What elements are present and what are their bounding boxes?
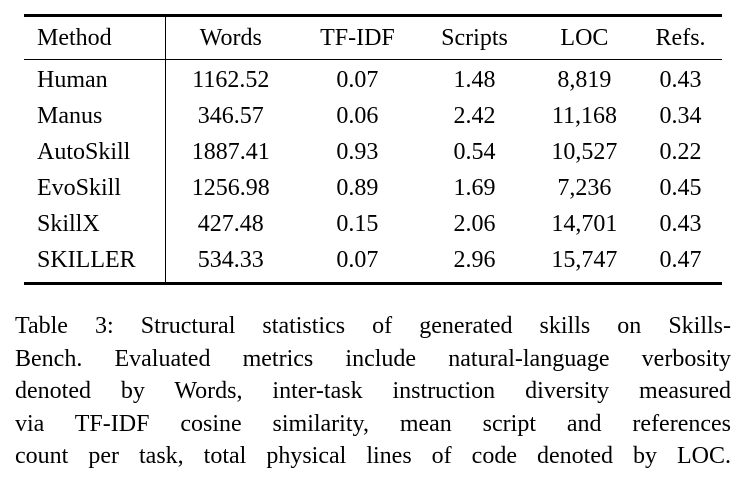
cell-loc: 15,747 [551,247,618,273]
table-row: Manus 346.57 0.06 2.42 11,168 0.34 [24,98,722,134]
cell-scripts: 2.06 [453,211,496,237]
cell-method: EvoSkill [24,170,166,206]
header-loc: LOC [560,25,609,51]
structural-statistics-table: Method Words TF-IDF Scripts LOC Refs. Hu… [24,14,722,285]
cell-words: 534.33 [197,247,264,273]
table-row: Human 1162.52 0.07 1.48 8,819 0.43 [24,59,722,98]
cell-words: 1162.52 [192,67,270,93]
cell-loc: 10,527 [551,139,618,165]
cell-words: 1256.98 [191,175,270,201]
cell-refs: 0.34 [659,103,702,129]
table-row: AutoSkill 1887.41 0.93 0.54 10,527 0.22 [24,134,722,170]
cell-refs: 0.43 [659,67,702,93]
header-refs: Refs. [655,25,706,51]
results-table-container: Method Words TF-IDF Scripts LOC Refs. Hu… [24,14,722,285]
cell-tfidf: 0.15 [336,211,379,237]
table-row: EvoSkill 1256.98 0.89 1.69 7,236 0.45 [24,170,722,206]
cell-tfidf: 0.07 [336,247,379,273]
header-words: Words [199,25,262,51]
cell-loc: 11,168 [551,103,617,129]
caption-line: Bench. Evaluated metrics include natural… [15,345,731,372]
cell-scripts: 1.48 [453,67,496,93]
cell-words: 346.57 [197,103,264,129]
cell-method: AutoSkill [24,134,166,170]
cell-words: 427.48 [197,211,264,237]
cell-scripts: 2.42 [453,103,496,129]
cell-refs: 0.45 [659,175,702,201]
cell-scripts: 0.54 [453,139,496,165]
table-caption: Table 3: Structural statistics of genera… [15,310,731,473]
caption-line: Table 3: Structural statistics of genera… [15,313,731,339]
cell-refs: 0.43 [659,211,702,237]
cell-scripts: 2.96 [453,247,496,273]
cell-loc: 7,236 [557,175,612,201]
cell-refs: 0.47 [659,247,702,273]
cell-loc: 14,701 [551,211,618,237]
cell-loc: 8,819 [557,67,612,93]
cell-words: 1887.41 [191,139,270,165]
caption-line: denoted by Words, inter-task instruction… [15,378,731,404]
table-row: SKILLER 534.33 0.07 2.96 15,747 0.47 [24,242,722,284]
cell-method: SkillX [24,206,166,242]
table-row: SkillX 427.48 0.15 2.06 14,701 0.43 [24,206,722,242]
cell-refs: 0.22 [659,139,702,165]
table-header-row: Method Words TF-IDF Scripts LOC Refs. [24,15,722,60]
cell-scripts: 1.69 [453,175,496,201]
cell-method: SKILLER [24,242,166,284]
caption-line: via TF-IDF cosine similarity, mean scrip… [15,410,731,437]
cell-tfidf: 0.06 [336,103,379,129]
cell-tfidf: 0.93 [336,139,379,165]
cell-tfidf: 0.07 [336,67,379,93]
cell-method: Human [24,59,166,98]
header-tfidf: TF-IDF [320,25,395,51]
header-scripts: Scripts [441,25,508,51]
cell-tfidf: 0.89 [336,175,379,201]
cell-method: Manus [24,98,166,134]
caption-line: count per task, total physical lines of … [15,443,731,469]
header-method: Method [24,15,166,60]
